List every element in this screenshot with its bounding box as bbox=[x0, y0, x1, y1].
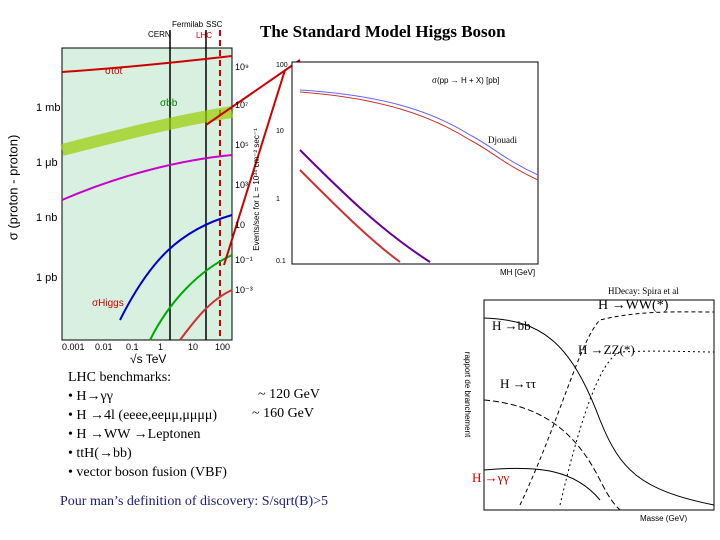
curve bbox=[61, 154, 233, 201]
benchmarks: LHC benchmarks: • H→γγ • H →4l (eeee,eeμμ,… bbox=[68, 368, 227, 482]
era-label: SSC bbox=[206, 20, 223, 29]
legend: σ(pp → H + X) [pb] bbox=[432, 76, 500, 85]
curve bbox=[119, 214, 233, 321]
x-axis-label: Masse (GeV) bbox=[640, 514, 688, 523]
curve bbox=[61, 55, 233, 73]
benchmark-item: • H →4l (eeee,eeμμ,μμμμ) bbox=[68, 408, 218, 423]
curve-label: σHiggs bbox=[92, 298, 124, 309]
mass: ~ 120 GeV bbox=[258, 387, 321, 402]
y-axis-label: σ (proton - proton) bbox=[5, 134, 21, 241]
curve bbox=[149, 254, 233, 341]
y-label: 1 μb bbox=[36, 157, 58, 169]
credit: Djouadi bbox=[488, 135, 517, 145]
y2-tick-label: 10⁷ bbox=[235, 100, 249, 110]
x-tick-label: 1 bbox=[158, 342, 164, 352]
curve-label: σbb bbox=[160, 98, 178, 109]
footer: Pour man’s definition of discovery: S/sq… bbox=[60, 494, 329, 509]
y2-tick-label: 10⁹ bbox=[235, 62, 249, 72]
era-label: CERN bbox=[148, 30, 171, 39]
slide-title: The Standard Model Higgs Boson bbox=[260, 22, 506, 41]
benchmark-item: • vector boson fusion (VBF) bbox=[68, 465, 227, 480]
x-tick-label: 0.001 bbox=[62, 342, 85, 352]
y-axis-label: rapport de branchement bbox=[463, 351, 473, 438]
benchmark-item: • H→γγ bbox=[68, 389, 113, 404]
y2-tick-label: 10 bbox=[235, 220, 246, 230]
curve bbox=[299, 89, 539, 176]
curve bbox=[559, 350, 715, 506]
curve bbox=[483, 317, 715, 506]
y-tick-label: 100 bbox=[276, 62, 288, 69]
y-label: 1 pb bbox=[36, 272, 58, 284]
curve-label: σtot bbox=[105, 66, 123, 77]
y-label: 1 mb bbox=[36, 102, 61, 114]
curve bbox=[299, 169, 401, 263]
curve bbox=[483, 399, 621, 511]
benchmark-item: • ttH(→bb) bbox=[68, 446, 132, 461]
x-tick-label: 0.01 bbox=[95, 342, 113, 352]
era-label: LHC bbox=[196, 31, 213, 40]
mass: ~ 160 GeV bbox=[252, 406, 315, 421]
decay-label: H →ZZ(*) bbox=[578, 342, 635, 357]
x-tick-label: 0.1 bbox=[126, 342, 139, 352]
decay-label: H →WW(*) bbox=[598, 298, 669, 313]
y-tick-label: 10 bbox=[276, 128, 284, 135]
decay-label: H →bb bbox=[492, 318, 531, 333]
curve bbox=[179, 289, 233, 341]
y-label: 1 nb bbox=[36, 212, 58, 224]
curve bbox=[299, 149, 431, 263]
benchmarks-heading: LHC benchmarks: bbox=[68, 370, 172, 385]
x-axis-label: MH [GeV] bbox=[500, 268, 536, 277]
y2-axis-label: Events/sec for L = 10³⁴ cm⁻² sec⁻¹ bbox=[251, 128, 261, 251]
y2-tick-label: 10³ bbox=[235, 180, 249, 190]
left-plot-frame bbox=[61, 47, 233, 341]
x-axis-label: √s TeV bbox=[130, 352, 167, 366]
decay-label: H →ττ bbox=[500, 376, 537, 391]
x-tick-label: 10 bbox=[188, 342, 199, 352]
arrow bbox=[223, 69, 286, 266]
curve bbox=[299, 91, 539, 181]
y2-tick-label: 10⁵ bbox=[235, 140, 249, 150]
curve bbox=[60, 106, 233, 156]
right-plot-frame bbox=[483, 299, 715, 511]
credit: HDecay: Spira et al bbox=[608, 286, 679, 296]
y2-tick-label: 10⁻³ bbox=[235, 285, 253, 295]
y2-tick-label: 10⁻¹ bbox=[235, 255, 253, 265]
benchmark-item: • H →WW →Leptonen bbox=[68, 427, 201, 442]
curve bbox=[519, 311, 715, 506]
y-tick-label: 0.1 bbox=[276, 258, 286, 265]
era-label: Fermilab bbox=[172, 20, 204, 29]
x-tick-label: 100 bbox=[215, 342, 231, 352]
curve bbox=[483, 467, 601, 501]
decay-label: H →γγ bbox=[472, 470, 510, 485]
y-tick-label: 1 bbox=[276, 196, 280, 203]
